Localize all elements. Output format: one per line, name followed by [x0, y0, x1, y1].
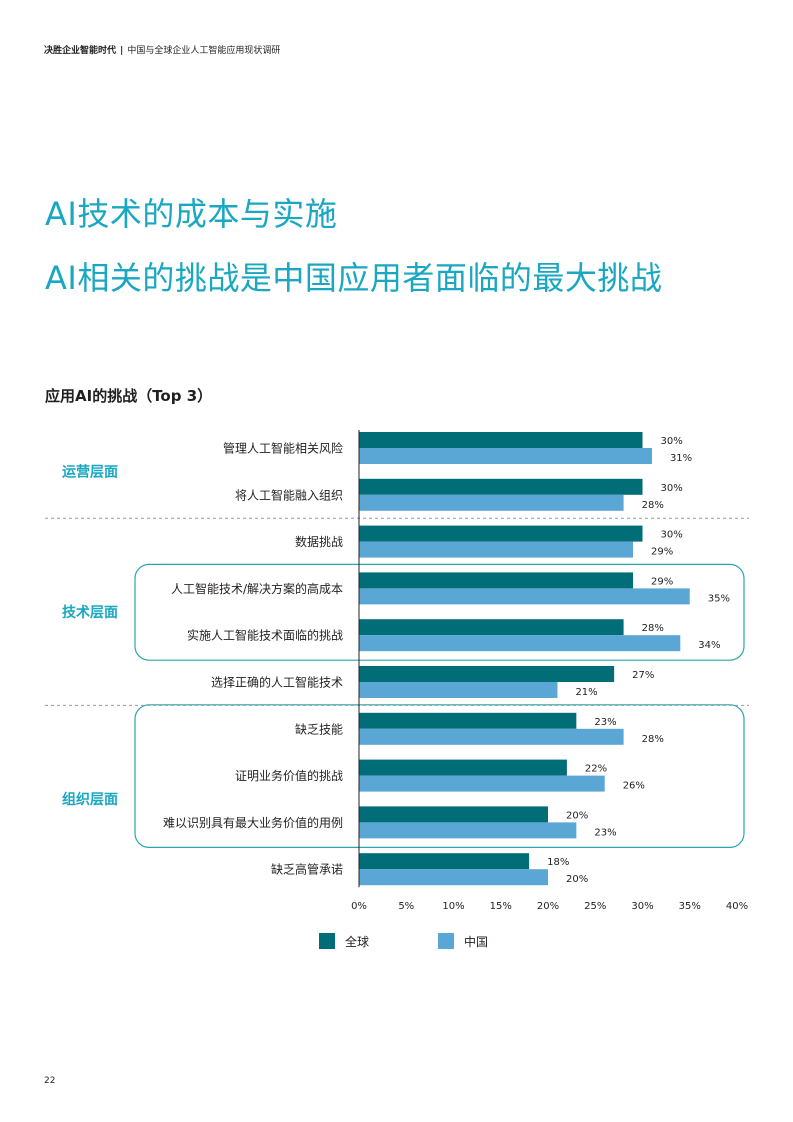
- x-tick-label: 20%: [537, 901, 559, 912]
- data-label-global: 23%: [594, 717, 616, 728]
- x-tick-label: 35%: [679, 901, 701, 912]
- data-label-global: 30%: [661, 436, 683, 447]
- data-label-global: 18%: [547, 857, 569, 868]
- bar-china: [359, 635, 681, 652]
- category-label: 将人工智能融入组织: [235, 487, 343, 502]
- highlight-box-2: [134, 704, 745, 848]
- bar-china: [359, 682, 558, 698]
- category-label: 难以识别具有最大业务价值的用例: [163, 815, 343, 830]
- data-label-global: 30%: [661, 530, 683, 541]
- header-separator: |: [120, 46, 124, 56]
- bar-china: [359, 822, 577, 839]
- running-header: 决胜企业智能时代 | 中国与全球企业人工智能应用现状调研: [44, 43, 280, 56]
- page-title-line-2: AI相关的挑战是中国应用者面临的最大挑战: [45, 259, 663, 298]
- data-label-china: 31%: [670, 453, 692, 464]
- bar-global: [359, 619, 624, 636]
- bar-global: [359, 853, 530, 870]
- data-label-global: 22%: [585, 764, 607, 775]
- bar-china: [359, 728, 624, 745]
- x-tick-label: 25%: [584, 901, 606, 912]
- header-report-title: 决胜企业智能时代: [44, 46, 117, 56]
- bar-china: [359, 588, 690, 605]
- legend-label-global: 全球: [345, 934, 370, 949]
- x-tick-label: 0%: [351, 901, 367, 912]
- page-number: 22: [44, 1076, 56, 1086]
- bar-china: [359, 494, 624, 511]
- data-label-china: 34%: [698, 640, 720, 651]
- category-label: 选择正确的人工智能技术: [211, 675, 343, 690]
- data-label-china: 35%: [708, 593, 730, 604]
- data-label-global: 30%: [661, 483, 683, 494]
- data-label-china: 21%: [575, 687, 597, 698]
- x-tick-label: 10%: [442, 901, 464, 912]
- bar-china: [359, 448, 652, 464]
- category-label: 数据挑战: [295, 534, 343, 549]
- x-tick-label: 5%: [398, 901, 414, 912]
- legend-swatch-global: [319, 933, 335, 949]
- page-title-line-1: AI技术的成本与实施: [45, 195, 338, 234]
- data-label-china: 23%: [594, 827, 616, 838]
- bar-china: [359, 869, 548, 886]
- data-label-global: 20%: [566, 810, 588, 821]
- x-tick-label: 40%: [726, 901, 748, 912]
- category-label: 缺乏高管承诺: [271, 862, 343, 877]
- header-report-subtitle: 中国与全球企业人工智能应用现状调研: [127, 46, 281, 56]
- bar-global: [359, 432, 643, 448]
- bar-global: [359, 478, 643, 495]
- category-label: 人工智能技术/解决方案的高成本: [171, 581, 343, 596]
- legend-item-global: 全球: [319, 932, 369, 950]
- data-label-global: 29%: [651, 576, 673, 587]
- category-label: 管理人工智能相关风险: [223, 441, 343, 456]
- legend-item-china: 中国: [438, 932, 488, 950]
- category-label: 缺乏技能: [295, 721, 343, 736]
- category-label: 实施人工智能技术面临的挑战: [187, 628, 343, 643]
- group-label-1: 运营层面: [62, 463, 118, 480]
- category-label: 证明业务价值的挑战: [235, 768, 343, 783]
- x-tick-label: 30%: [631, 901, 653, 912]
- group-label-3: 组织层面: [62, 791, 118, 808]
- legend-swatch-china: [438, 933, 454, 949]
- bar-global: [359, 759, 567, 776]
- data-label-global: 28%: [642, 623, 664, 634]
- group-label-2: 技术层面: [62, 604, 118, 621]
- data-label-china: 29%: [651, 547, 673, 558]
- chart-heading: 应用AI的挑战（Top 3）: [45, 387, 213, 405]
- highlight-box-1: [134, 563, 745, 661]
- data-label-china: 28%: [642, 500, 664, 511]
- data-label-global: 27%: [632, 670, 654, 681]
- data-label-china: 26%: [623, 781, 645, 792]
- bar-china: [359, 541, 634, 558]
- bar-global: [359, 806, 548, 823]
- x-tick-label: 15%: [490, 901, 512, 912]
- bar-global: [359, 666, 615, 682]
- bar-china: [359, 775, 605, 792]
- bar-global: [359, 572, 634, 589]
- bar-global: [359, 525, 643, 542]
- data-label-china: 28%: [642, 734, 664, 745]
- bar-global: [359, 712, 577, 729]
- data-label-china: 20%: [566, 874, 588, 885]
- legend-label-china: 中国: [464, 934, 489, 949]
